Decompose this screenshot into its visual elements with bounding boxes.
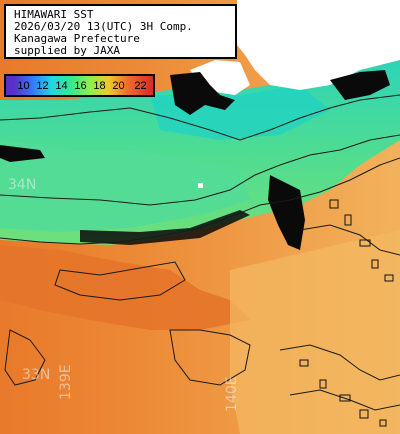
longitude-label-139e: 139E xyxy=(58,364,74,400)
scale-segment-10: 10 xyxy=(14,76,33,95)
scale-segment-16: 16 xyxy=(71,76,90,95)
info-title: HIMAWARI SST xyxy=(14,8,94,21)
contour-mid xyxy=(0,134,400,206)
scale-label-10: 10 xyxy=(17,79,30,92)
scale-label-20: 20 xyxy=(112,79,125,92)
info-source: supplied by JAXA xyxy=(14,44,120,57)
light-warm-region xyxy=(230,230,400,434)
scale-label-14: 14 xyxy=(55,79,68,92)
contour-south-3 xyxy=(54,261,186,301)
scale-segment-14: 14 xyxy=(52,76,71,95)
latitude-label-33n: 33N xyxy=(22,367,51,383)
cloud-mask-east xyxy=(330,70,390,100)
scale-label-18: 18 xyxy=(93,79,106,92)
scale-segment-22: 22 xyxy=(128,76,153,95)
info-region: Kanagawa Prefecture xyxy=(14,32,140,45)
teal-water-patch xyxy=(0,140,250,232)
contour-east xyxy=(299,224,400,256)
island-dot xyxy=(198,183,203,188)
scale-segment-low xyxy=(6,76,14,95)
cloud-pixel-blocks xyxy=(299,199,394,427)
land-region xyxy=(237,0,400,90)
scale-segment-18: 18 xyxy=(90,76,109,95)
info-panel: HIMAWARI SST 2026/03/20 13(UTC) 3H Comp.… xyxy=(4,4,237,59)
scale-label-12: 12 xyxy=(36,79,49,92)
scale-label-16: 16 xyxy=(74,79,87,92)
cloud-mask-north xyxy=(170,72,235,115)
color-scale-legend: 10 12 14 16 18 20 22 xyxy=(4,74,155,97)
longitude-label-140e: 140E xyxy=(224,376,240,412)
info-timestamp: 2026/03/20 13(UTC) 3H Comp. xyxy=(14,20,193,33)
contour-southeast xyxy=(279,344,400,381)
warmest-water-band xyxy=(0,245,250,330)
cloud-mask-tip xyxy=(268,175,305,250)
scale-segment-12: 12 xyxy=(33,76,52,95)
cloud-mask-west xyxy=(0,145,45,162)
contour-north xyxy=(0,94,400,141)
latitude-label-34n: 34N xyxy=(8,177,37,193)
contour-front xyxy=(0,157,400,245)
scale-segment-20: 20 xyxy=(109,76,128,95)
contour-south-2 xyxy=(169,329,251,386)
contour-south-1 xyxy=(4,329,46,386)
cloud-mask-band xyxy=(80,210,250,245)
scale-label-22: 22 xyxy=(134,79,147,92)
